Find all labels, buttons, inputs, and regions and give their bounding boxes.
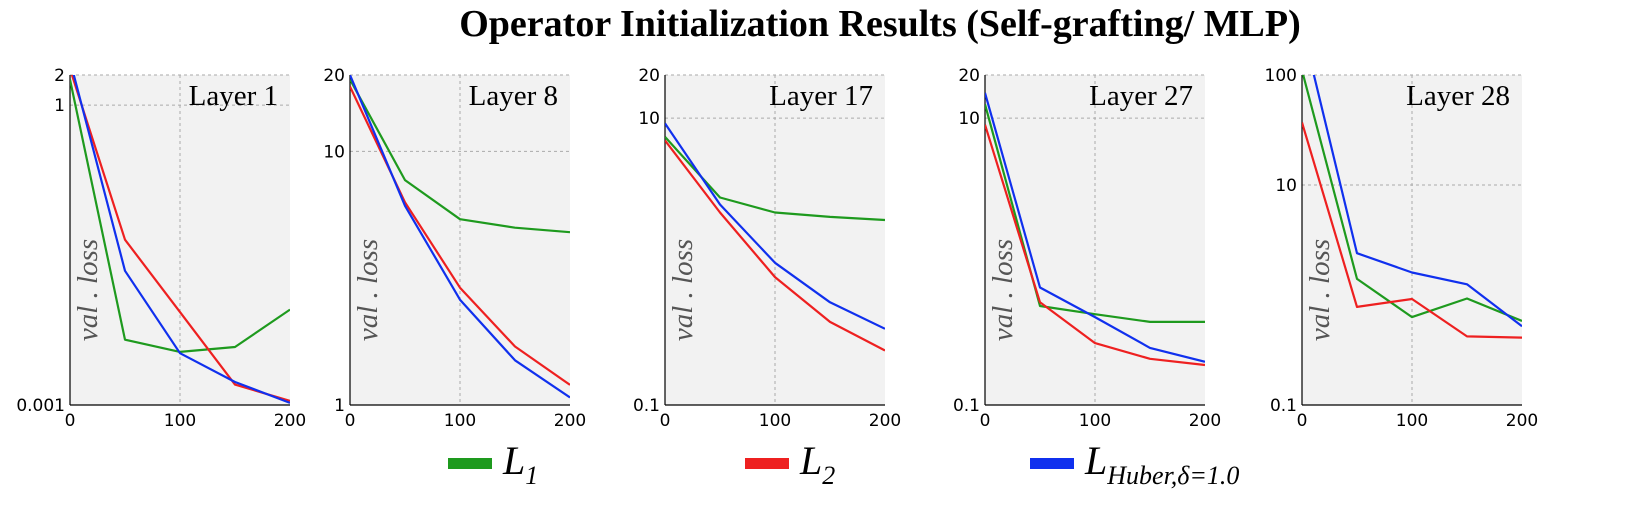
x-tick-label: 0 xyxy=(345,411,356,431)
y-tick-label: 10 xyxy=(958,109,980,129)
series-line-huber xyxy=(985,92,1205,363)
series-line-l2 xyxy=(985,124,1205,367)
legend: L1 L2 LHuber,δ=1.0 xyxy=(448,438,1239,490)
panel-label: Layer 1 xyxy=(189,80,278,112)
y-tick-label: 10 xyxy=(323,142,345,162)
y-tick-label: 0.001 xyxy=(16,396,65,416)
chart-title: Operator Initialization Results (Self-gr… xyxy=(459,3,1301,45)
series-line-huber xyxy=(72,75,290,404)
legend-subscript: 2 xyxy=(822,461,835,490)
y-axis-label: val . loss xyxy=(352,239,384,341)
legend-swatch xyxy=(448,458,492,469)
y-tick-label: 100 xyxy=(1265,66,1297,86)
y-axis-label: val . loss xyxy=(987,239,1019,341)
x-tick-label: 0 xyxy=(1297,411,1308,431)
panel-label: Layer 8 xyxy=(469,80,558,112)
series-group xyxy=(985,92,1205,367)
y-tick-label: 1 xyxy=(54,96,65,116)
series-group xyxy=(665,122,885,352)
panel-label: Layer 28 xyxy=(1406,80,1510,112)
y-axis-label: val . loss xyxy=(1304,239,1336,341)
legend-subscript: 1 xyxy=(525,461,538,490)
y-tick-label: 1 xyxy=(334,396,345,416)
y-tick-label: 10 xyxy=(638,109,660,129)
series-line-l2 xyxy=(1302,122,1522,339)
series-line-l1 xyxy=(985,104,1205,323)
panel-5: 0.1 10 100 0 100 200 Layer 28 val . loss xyxy=(1265,66,1539,431)
legend-item-2: L2 xyxy=(745,438,835,490)
legend-subscript: Huber,δ=1.0 xyxy=(1106,461,1239,490)
y-tick-label: 0.1 xyxy=(633,396,660,416)
series-line-l2 xyxy=(665,139,885,352)
x-tick-label: 100 xyxy=(759,411,791,431)
legend-swatch xyxy=(745,458,789,469)
x-tick-label: 0 xyxy=(980,411,991,431)
legend-label: L1 xyxy=(502,438,538,490)
legend-label: LHuber,δ=1.0 xyxy=(1084,438,1239,490)
y-tick-label: 10 xyxy=(1275,176,1297,196)
legend-swatch xyxy=(1030,458,1074,469)
x-tick-label: 200 xyxy=(554,411,586,431)
x-tick-label: 200 xyxy=(1506,411,1538,431)
x-tick-label: 100 xyxy=(1396,411,1428,431)
x-tick-label: 100 xyxy=(164,411,196,431)
series-line-l1 xyxy=(350,78,570,234)
series-line-huber xyxy=(665,122,885,330)
series-line-l1 xyxy=(1302,75,1522,323)
x-tick-label: 0 xyxy=(65,411,76,431)
x-tick-label: 100 xyxy=(444,411,476,431)
x-tick-label: 0 xyxy=(660,411,671,431)
x-tick-label: 200 xyxy=(274,411,306,431)
series-group xyxy=(70,75,290,404)
y-tick-label: 20 xyxy=(958,66,980,86)
x-tick-label: 100 xyxy=(1079,411,1111,431)
series-line-huber xyxy=(1312,75,1522,328)
y-tick-label: 2 xyxy=(54,66,65,86)
series-line-huber xyxy=(350,75,570,399)
y-axis-label: val . loss xyxy=(72,239,104,341)
series-group xyxy=(1302,75,1522,339)
panel-label: Layer 17 xyxy=(769,80,873,112)
y-tick-label: 20 xyxy=(638,66,660,86)
panel-label: Layer 27 xyxy=(1089,80,1193,112)
legend-label: L2 xyxy=(799,438,835,490)
y-axis-label: val . loss xyxy=(667,239,699,341)
y-tick-label: 20 xyxy=(323,66,345,86)
panel-1: 0.001 1 2 0 100 200 Layer 1 val . loss xyxy=(16,66,306,431)
legend-item-1: L1 xyxy=(448,438,538,490)
y-tick-label: 0.1 xyxy=(1270,396,1297,416)
legend-item-3: LHuber,δ=1.0 xyxy=(1030,438,1239,490)
x-tick-label: 200 xyxy=(869,411,901,431)
x-tick-label: 200 xyxy=(1189,411,1221,431)
series-group xyxy=(350,75,570,399)
y-tick-label: 0.1 xyxy=(953,396,980,416)
